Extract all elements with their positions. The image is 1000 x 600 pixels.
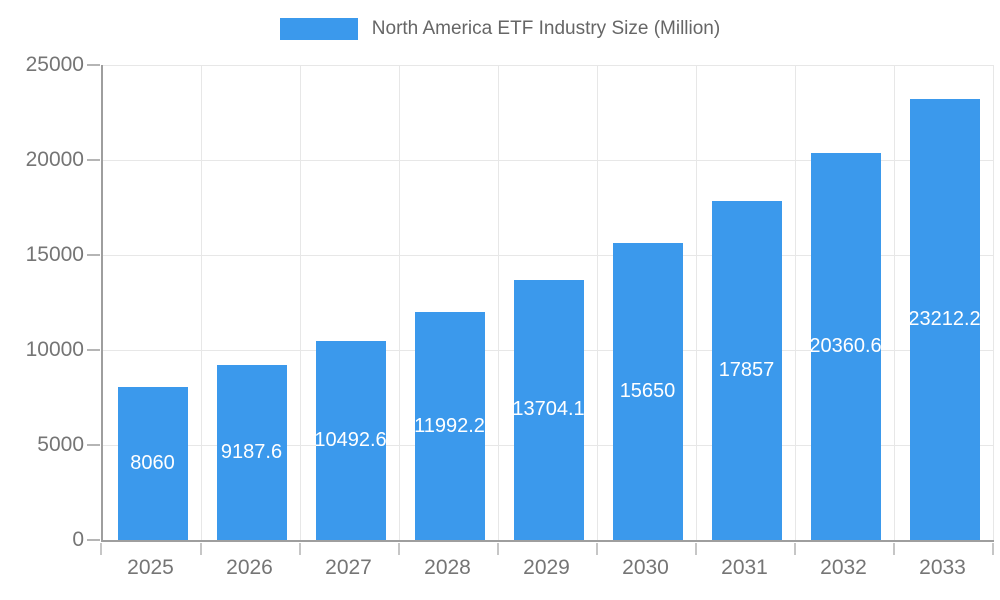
y-axis-tick-label: 25000 [25,53,84,76]
bar-2030[interactable]: 15650 [612,242,683,540]
v-gridline [993,65,994,540]
legend-item[interactable]: North America ETF Industry Size (Million… [279,18,721,40]
bar-value-label: 15650 [619,379,676,402]
h-gridline [103,255,994,256]
bar-value-label: 9187.6 [220,441,283,464]
y-axis-tick-mark [87,159,100,161]
bar-2033[interactable]: 23212.2 [909,98,980,540]
bar-2026[interactable]: 9187.6 [216,365,287,540]
bar-value-label: 17857 [718,358,775,381]
x-axis-tick-mark [992,543,994,555]
x-axis-tick-mark [695,543,697,555]
y-axis-tick-label: 5000 [37,433,84,456]
x-axis-tick-mark [398,543,400,555]
x-axis-tick-label-2033: 2033 [919,556,966,579]
x-axis-tick-mark [100,543,102,555]
bar-2028[interactable]: 11992.2 [414,312,485,540]
x-axis-tick-mark [200,543,202,555]
legend-color-swatch [279,18,358,40]
y-axis-tick-mark [87,64,100,66]
y-axis-tick-mark [87,254,100,256]
bar-2032[interactable]: 20360.6 [810,153,881,540]
y-axis-tick-label: 10000 [25,338,84,361]
legend: North America ETF Industry Size (Million… [0,18,1000,40]
v-gridline [300,65,301,540]
x-axis-tick-label-2029: 2029 [523,556,570,579]
y-axis-tick-label: 20000 [25,148,84,171]
x-axis-tick-label-2031: 2031 [721,556,768,579]
h-gridline [103,65,994,66]
x-axis-tick-label-2026: 2026 [226,556,273,579]
v-gridline [696,65,697,540]
bar-value-label: 11992.2 [414,414,485,437]
bar-value-label: 20360.6 [810,335,881,358]
y-axis-tick-mark [87,444,100,446]
x-axis-tick-mark [794,543,796,555]
v-gridline [201,65,202,540]
x-axis-tick-mark [299,543,301,555]
v-gridline [498,65,499,540]
bar-value-label: 13704.1 [513,398,584,421]
bar-value-label: 8060 [130,451,175,474]
v-gridline [894,65,895,540]
x-axis-tick-mark [596,543,598,555]
v-gridline [795,65,796,540]
x-axis-tick-label-2025: 2025 [127,556,174,579]
bar-2025[interactable]: 8060 [117,386,188,540]
x-axis-tick-mark [893,543,895,555]
y-axis-tick-mark [87,539,100,541]
bar-2029[interactable]: 13704.1 [513,279,584,540]
bar-2031[interactable]: 17857 [711,200,782,540]
v-gridline [597,65,598,540]
y-axis-tick-label: 0 [72,528,84,551]
plot-area: 8060 9187.6 10492.6 11992.2 13704.1 15650 1785… [101,65,994,542]
h-gridline [103,160,994,161]
v-gridline [399,65,400,540]
y-axis-tick-label: 15000 [25,243,84,266]
x-axis-tick-label-2028: 2028 [424,556,471,579]
bar-2027[interactable]: 10492.6 [315,340,386,540]
x-axis-tick-label-2032: 2032 [820,556,867,579]
y-axis-tick-mark [87,349,100,351]
x-axis-tick-label-2027: 2027 [325,556,372,579]
x-axis-tick-label-2030: 2030 [622,556,669,579]
legend-series-label: North America ETF Industry Size (Million… [371,18,721,39]
bar-value-label: 23212.2 [909,307,980,330]
x-axis-tick-mark [497,543,499,555]
bar-value-label: 10492.6 [315,428,386,451]
